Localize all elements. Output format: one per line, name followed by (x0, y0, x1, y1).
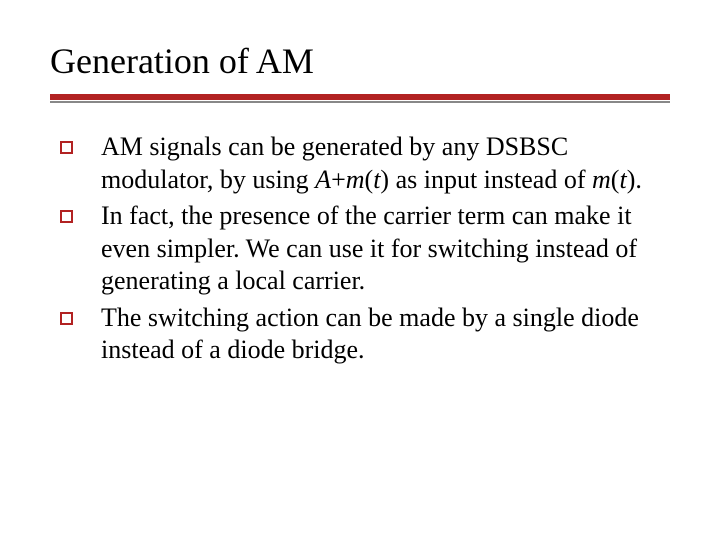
bullet-text: In fact, the presence of the carrier ter… (101, 200, 670, 298)
list-item: AM signals can be generated by any DSBSC… (60, 131, 670, 196)
list-item: The switching action can be made by a si… (60, 302, 670, 367)
square-bullet-icon (60, 141, 73, 154)
title-underline-red (50, 94, 670, 100)
title-underline-shadow (50, 101, 670, 103)
bullet-text: The switching action can be made by a si… (101, 302, 670, 367)
square-bullet-icon (60, 312, 73, 325)
slide-title: Generation of AM (50, 40, 670, 82)
title-underline (50, 94, 670, 103)
bullet-list: AM signals can be generated by any DSBSC… (50, 131, 670, 367)
square-bullet-icon (60, 210, 73, 223)
bullet-text: AM signals can be generated by any DSBSC… (101, 131, 670, 196)
list-item: In fact, the presence of the carrier ter… (60, 200, 670, 298)
